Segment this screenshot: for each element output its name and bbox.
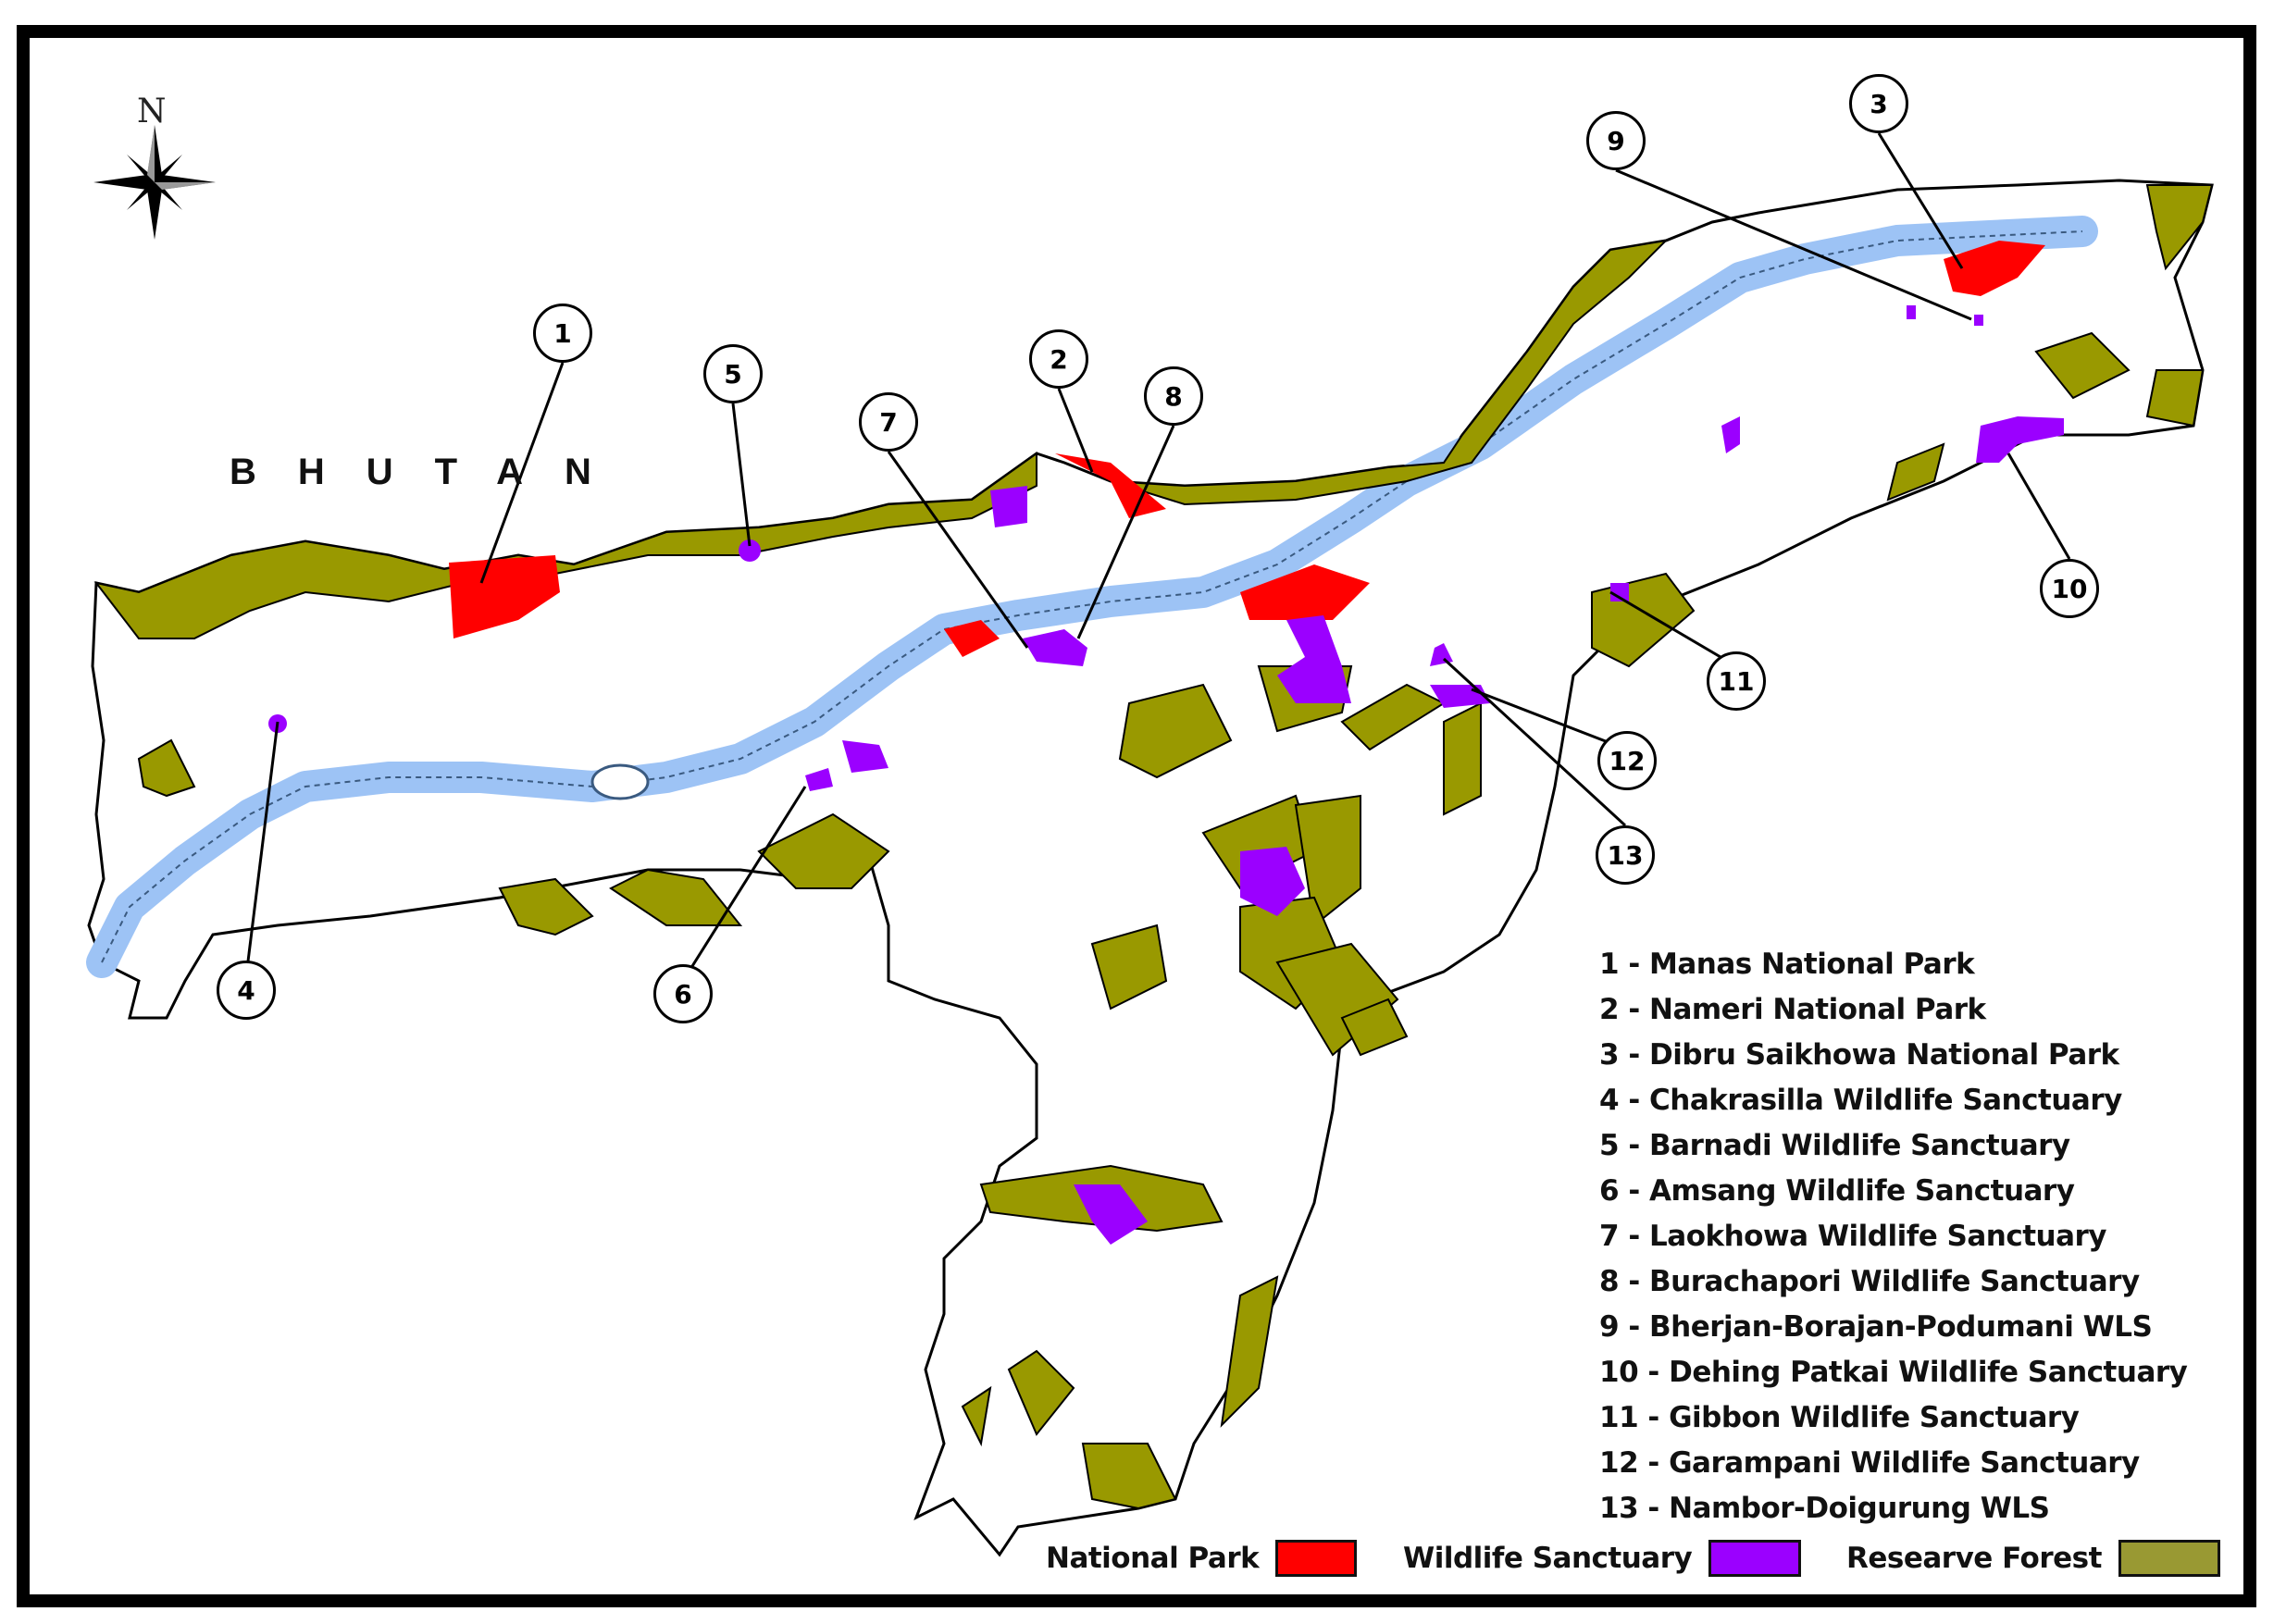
wildlife-sanctuary-swatch [1708,1540,1802,1577]
key-label: National Park [1046,1542,1260,1575]
legend-entry: 9 - Bherjan-Borajan-Podumani WLS [1599,1310,2153,1344]
callout-5: 5 [703,344,763,403]
callout-12: 12 [1597,731,1657,790]
key-label: Researve Forest [1846,1542,2102,1575]
legend-entry: 2 - Nameri National Park [1599,993,1986,1026]
legend-entry: 7 - Laokhowa Wildlife Sanctuary [1599,1220,2107,1253]
key-label: Wildlife Sanctuary [1403,1542,1693,1575]
legend-entry: 3 - Dibru Saikhowa National Park [1599,1038,2119,1072]
legend-list: 1 - Manas National Park 2 - Nameri Natio… [1599,942,2188,1531]
callout-13: 13 [1596,825,1655,885]
compass-rose-icon [93,125,216,240]
callout-8: 8 [1144,366,1203,426]
national-park-swatch [1275,1540,1358,1577]
legend-entry: 13 - Nambor-Doigurung WLS [1599,1492,2050,1525]
callout-leaders [244,132,2071,982]
legend-entry: 12 - Garampani Wildlife Sanctuary [1599,1446,2140,1480]
callout-10: 10 [2040,559,2099,618]
key-wildlife-sanctuary: Wildlife Sanctuary [1403,1536,1802,1581]
key-reserve-forest: Researve Forest [1846,1536,2220,1581]
key-national-park: National Park [1046,1536,1358,1581]
callout-7: 7 [859,392,918,452]
compass-north-label: N [137,93,167,130]
callout-4: 4 [217,961,276,1020]
legend-entry: 1 - Manas National Park [1599,948,1975,981]
legend-entry: 4 - Chakrasilla Wildlife Sanctuary [1599,1084,2122,1117]
country-label-bhutan: BHUTAN [230,452,633,492]
legend-entry: 6 - Amsang Wildlife Sanctuary [1599,1174,2075,1208]
reserve-forests [93,184,2214,1510]
legend-entry: 8 - Burachapori Wildlife Sanctuary [1599,1265,2140,1298]
legend-entry: 10 - Dehing Patkai Wildlife Sanctuary [1599,1356,2188,1389]
legend-entry: 11 - Gibbon Wildlife Sanctuary [1599,1401,2080,1434]
callout-6: 6 [653,964,713,1023]
callout-1: 1 [533,304,592,363]
callout-11: 11 [1707,651,1766,711]
wildlife-sanctuaries [268,305,2064,1245]
callout-3: 3 [1849,74,1908,133]
reserve-forest-swatch [2118,1540,2220,1577]
callout-2: 2 [1029,329,1088,389]
legend-entry: 5 - Barnadi Wildlife Sanctuary [1599,1129,2070,1162]
callout-9: 9 [1586,111,1646,170]
